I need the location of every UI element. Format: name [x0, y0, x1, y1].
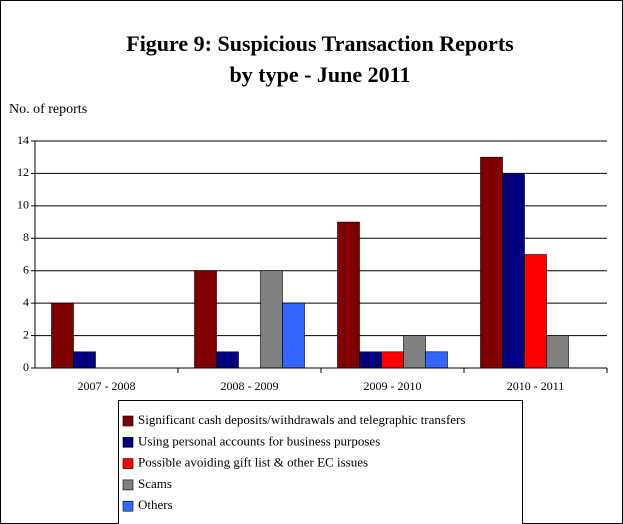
legend-label: Significant cash deposits/withdrawals an…: [138, 412, 465, 427]
bar: [359, 351, 382, 369]
x-tick-label: 2007 - 2008: [78, 379, 136, 393]
legend-swatch: [122, 500, 134, 512]
y-tick-label: 12: [17, 165, 29, 179]
bar: [480, 156, 503, 369]
y-tick-label: 0: [23, 360, 29, 374]
legend-label: Others: [138, 497, 173, 512]
y-tick-label: 4: [23, 295, 29, 309]
x-tick-label: 2010 - 2011: [507, 379, 565, 393]
bar: [502, 173, 525, 369]
y-tick-label: 6: [23, 262, 29, 276]
x-tick-label: 2009 - 2010: [364, 379, 422, 393]
bar: [194, 270, 217, 369]
legend-swatch: [122, 479, 134, 491]
legend-label: Using personal accounts for business pur…: [138, 433, 380, 448]
legend-box: [118, 400, 523, 524]
legend-label: Scams: [138, 476, 172, 491]
legend-swatch: [122, 458, 134, 469]
bar: [337, 221, 360, 369]
y-tick-label: 8: [23, 230, 29, 244]
y-tick-label: 10: [17, 198, 29, 212]
y-tick-label: 2: [23, 327, 29, 341]
bar: [260, 270, 283, 369]
chart-title: by type - June 2011: [230, 62, 411, 87]
bar: [381, 351, 404, 369]
legend-label: Possible avoiding gift list & other EC i…: [138, 455, 368, 470]
legend-swatch: [122, 415, 134, 427]
bar: [282, 302, 305, 369]
bar: [73, 351, 96, 369]
legend-swatch: [122, 436, 134, 448]
y-axis-label: No. of reports: [9, 102, 87, 117]
bar: [546, 335, 569, 369]
y-tick-label: 14: [17, 133, 29, 147]
bar: [425, 351, 448, 369]
bar: [51, 302, 74, 369]
bar: [216, 351, 239, 369]
x-tick-label: 2008 - 2009: [221, 379, 279, 393]
bar: [524, 254, 547, 369]
bar: [403, 335, 426, 369]
chart-title: Figure 9: Suspicious Transaction Reports: [126, 31, 514, 56]
